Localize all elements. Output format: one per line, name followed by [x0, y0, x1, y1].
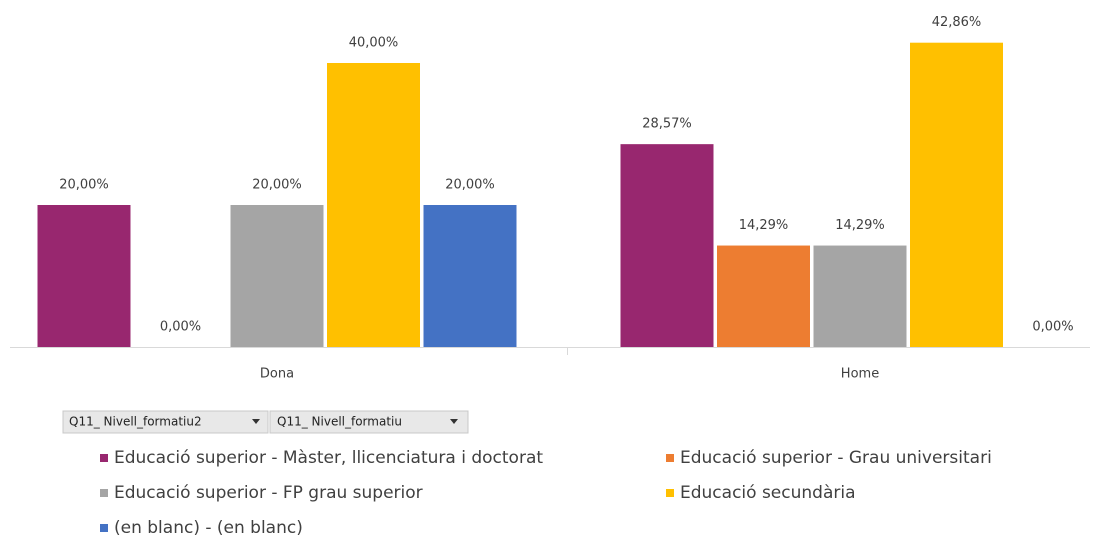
- dropdown-arrow[interactable]: [450, 419, 458, 424]
- legend-swatch: [666, 454, 674, 462]
- value-label: 20,00%: [252, 178, 302, 193]
- legend-label: Educació superior - FP grau superior: [114, 483, 423, 503]
- value-label: 42,86%: [932, 15, 982, 30]
- bar: [423, 205, 517, 347]
- field-button-box[interactable]: [269, 410, 469, 434]
- legend-label: Educació superior - Grau universitari: [680, 448, 992, 468]
- field-button-label[interactable]: Q11_ Nivell_formatiu2: [69, 415, 202, 429]
- legend-swatch: [100, 489, 108, 497]
- value-label: 14,29%: [739, 218, 789, 233]
- legend-swatch: [666, 489, 674, 497]
- bar: [230, 205, 324, 347]
- value-label: 14,29%: [835, 218, 885, 233]
- legend-label: Educació secundària: [680, 483, 856, 503]
- value-label: 40,00%: [349, 36, 399, 51]
- bar: [910, 42, 1003, 347]
- legend-swatch: [100, 454, 108, 462]
- legend-swatch: [100, 524, 108, 532]
- field-button-label[interactable]: Q11_ Nivell_formatiu: [277, 415, 402, 429]
- value-label: 20,00%: [59, 178, 109, 193]
- field-button[interactable]: Q11_ Nivell_formatiu2: [62, 410, 269, 434]
- value-label: 0,00%: [160, 320, 201, 335]
- bar: [37, 205, 131, 347]
- field-button[interactable]: Q11_ Nivell_formatiu: [269, 410, 469, 434]
- bar: [620, 144, 714, 347]
- legend-label: Educació superior - Màster, llicenciatur…: [114, 448, 543, 468]
- bar: [813, 245, 907, 347]
- value-label: 0,00%: [1032, 320, 1073, 335]
- dropdown-arrow[interactable]: [252, 419, 260, 424]
- legend-label: (en blanc) - (en blanc): [114, 518, 303, 538]
- x-tick-label: Dona: [260, 367, 294, 382]
- value-label: 28,57%: [642, 117, 692, 132]
- x-tick-label: Home: [841, 367, 879, 382]
- bar: [717, 245, 810, 347]
- field-button-box[interactable]: [62, 410, 269, 434]
- value-label: 20,00%: [445, 178, 495, 193]
- bar: [327, 63, 420, 347]
